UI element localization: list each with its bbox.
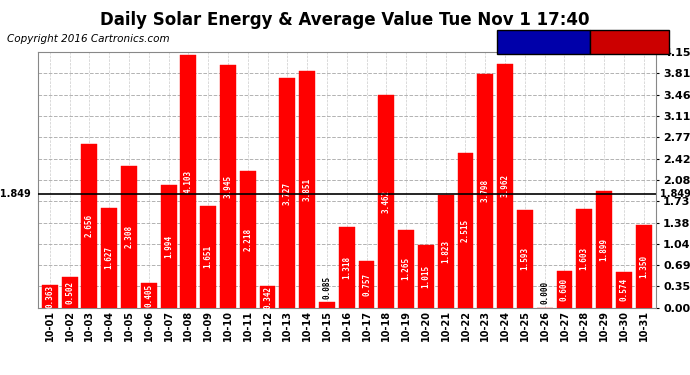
Text: 1.994: 1.994 <box>164 235 173 258</box>
Bar <box>181 56 196 308</box>
Text: 3.962: 3.962 <box>500 174 510 197</box>
Bar <box>81 144 97 308</box>
Text: 1.823: 1.823 <box>441 240 450 263</box>
Bar <box>477 74 493 307</box>
Text: 1.015: 1.015 <box>422 265 431 288</box>
Bar <box>319 302 335 307</box>
Text: 1.265: 1.265 <box>402 257 411 280</box>
Bar <box>517 210 533 308</box>
Text: 0.405: 0.405 <box>144 284 153 307</box>
Bar <box>437 195 453 308</box>
Bar <box>42 285 58 308</box>
Text: 0.574: 0.574 <box>620 278 629 302</box>
Bar <box>220 65 236 308</box>
Text: 0.363: 0.363 <box>46 285 55 308</box>
Text: 0.085: 0.085 <box>322 276 331 299</box>
Text: Copyright 2016 Cartronics.com: Copyright 2016 Cartronics.com <box>7 34 170 44</box>
Text: 3.727: 3.727 <box>283 182 292 204</box>
Text: 2.308: 2.308 <box>124 225 133 248</box>
Text: Daily  ($): Daily ($) <box>604 37 655 47</box>
Text: 1.318: 1.318 <box>342 255 351 279</box>
Text: 3.462: 3.462 <box>382 190 391 213</box>
Bar <box>339 226 355 308</box>
Text: 1.350: 1.350 <box>639 255 648 278</box>
Text: 4.103: 4.103 <box>184 170 193 193</box>
Bar <box>398 230 414 308</box>
Bar <box>635 225 651 308</box>
Text: ◄ 1.849: ◄ 1.849 <box>0 189 31 199</box>
Bar <box>121 166 137 308</box>
Bar <box>240 171 256 308</box>
Text: 1.603: 1.603 <box>580 247 589 270</box>
Bar <box>161 185 177 308</box>
Text: 3.851: 3.851 <box>303 178 312 201</box>
Bar <box>299 71 315 308</box>
Text: 1.849 ►: 1.849 ► <box>660 189 690 199</box>
Text: 0.600: 0.600 <box>560 278 569 301</box>
Text: 2.656: 2.656 <box>85 214 94 237</box>
Bar <box>457 153 473 308</box>
Bar <box>418 245 434 308</box>
Text: 1.627: 1.627 <box>105 246 114 269</box>
Bar <box>378 95 394 308</box>
Bar <box>141 283 157 308</box>
Text: 0.342: 0.342 <box>263 285 272 309</box>
Text: 0.757: 0.757 <box>362 273 371 296</box>
Text: 3.945: 3.945 <box>224 175 233 198</box>
Text: 0.000: 0.000 <box>540 281 549 304</box>
Text: 1.899: 1.899 <box>600 238 609 261</box>
Bar <box>259 286 275 308</box>
Text: 3.798: 3.798 <box>481 179 490 203</box>
Bar <box>616 272 632 308</box>
Bar <box>497 64 513 308</box>
Text: 1.651: 1.651 <box>204 245 213 268</box>
Bar <box>596 191 612 308</box>
Bar <box>279 78 295 308</box>
Bar <box>200 206 216 308</box>
Text: Average  ($): Average ($) <box>510 37 578 47</box>
Text: 1.593: 1.593 <box>520 247 529 270</box>
Text: 2.218: 2.218 <box>244 228 253 251</box>
Bar <box>557 271 573 308</box>
Bar <box>359 261 375 308</box>
Bar <box>576 209 592 308</box>
Text: Daily Solar Energy & Average Value Tue Nov 1 17:40: Daily Solar Energy & Average Value Tue N… <box>100 11 590 29</box>
Text: 0.502: 0.502 <box>65 280 74 304</box>
Bar <box>101 207 117 308</box>
Bar <box>61 277 77 308</box>
Text: 2.515: 2.515 <box>461 219 470 242</box>
